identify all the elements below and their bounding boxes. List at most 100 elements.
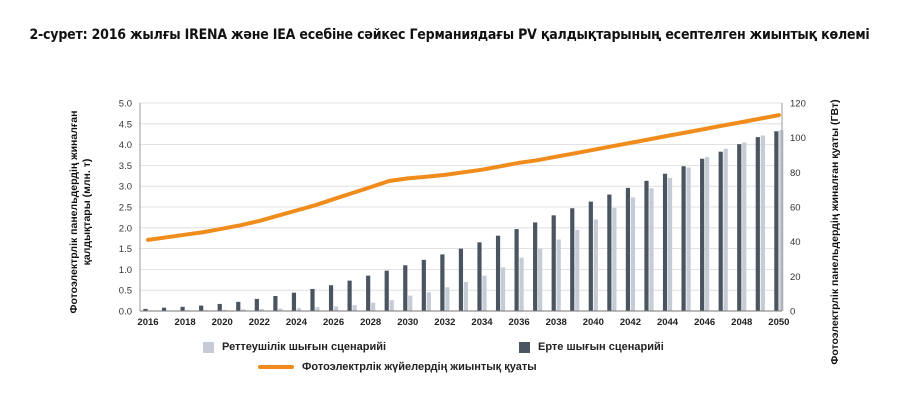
left-tick-label: 0.5 (119, 286, 132, 297)
bar-early (718, 151, 723, 311)
bar-early (551, 215, 556, 311)
bar-early (310, 288, 315, 311)
right-tick-label: 40 (790, 237, 801, 248)
bar-regulatory (389, 300, 394, 311)
left-tick-label: 2.5 (119, 203, 132, 214)
right-tick-label: 80 (790, 168, 801, 179)
bar-early (625, 187, 631, 311)
bar-early (755, 137, 760, 311)
legend-item-capacity: Фотоэлектрлік жүйелердің жиынтық қуаты (258, 361, 537, 373)
bar-early (273, 296, 278, 311)
x-tick-label: 2044 (657, 317, 679, 328)
x-tick-label: 2040 (583, 317, 604, 328)
bar-regulatory (241, 309, 246, 311)
left-tick-label: 1.5 (119, 244, 132, 255)
left-tick-label: 1.0 (119, 265, 132, 276)
legend-item-regulatory: Реттеушілік шығын сценарийі (203, 341, 386, 353)
bar-regulatory (779, 130, 784, 311)
x-tick-label: 2018 (175, 317, 196, 328)
x-tick-label: 2016 (137, 317, 158, 328)
bar-regulatory (222, 309, 227, 311)
right-axis-label: Фотоэлектрлік панельдердің жиналған қуат… (829, 99, 841, 364)
x-tick-label: 2046 (694, 317, 715, 328)
bar-regulatory (538, 248, 543, 311)
bar-early (199, 305, 204, 311)
bar-early (236, 301, 241, 311)
x-tick-label: 2042 (620, 317, 641, 328)
bar-regulatory (333, 306, 339, 311)
left-tick-label: 4.5 (119, 119, 132, 130)
axes: 0.00.51.01.52.02.53.03.54.04.55.00204060… (119, 99, 806, 329)
bar-early (366, 275, 371, 311)
bar-early (514, 229, 519, 311)
x-tick-label: 2050 (768, 317, 789, 328)
bar-early (180, 306, 185, 311)
right-tick-label: 60 (790, 203, 801, 214)
bar-early (328, 285, 334, 311)
bar-early (254, 298, 259, 311)
x-tick-label: 2022 (249, 317, 270, 328)
bar-early (347, 280, 352, 311)
bar-early (458, 248, 464, 311)
chart-title: 2-сурет: 2016 жылғы IRENA және IEA есебі… (29, 27, 870, 43)
right-tick-label: 100 (790, 133, 806, 144)
legend-swatch-capacity (258, 365, 294, 369)
x-tick-label: 2028 (360, 317, 381, 328)
x-tick-label: 2036 (509, 317, 530, 328)
bar-regulatory (760, 135, 765, 311)
left-tick-label: 4.0 (119, 140, 132, 151)
legend-item-early: Ерте шығын сценарийі (519, 341, 664, 353)
bar-early (737, 144, 742, 311)
bar-regulatory (500, 267, 506, 311)
x-tick-label: 2024 (286, 317, 308, 328)
right-tick-label: 20 (790, 272, 801, 283)
bar-regulatory (296, 308, 302, 311)
bar-regulatory (686, 167, 691, 311)
bar-regulatory (371, 302, 376, 311)
x-tick-label: 2038 (546, 317, 567, 328)
bar-regulatory (408, 295, 413, 311)
bar-regulatory (519, 257, 524, 311)
bar-early (570, 208, 575, 311)
left-tick-label: 2.0 (119, 223, 132, 234)
bar-regulatory (612, 207, 617, 311)
bar-regulatory (742, 142, 747, 311)
x-tick-label: 2020 (212, 317, 233, 328)
bar-early (681, 166, 686, 311)
bar-early (662, 173, 668, 311)
left-tick-label: 5.0 (119, 99, 132, 110)
x-tick-label: 2034 (471, 317, 493, 328)
bar-regulatory (556, 239, 561, 311)
legend-swatch-regulatory (203, 341, 214, 353)
left-axis-label-line2: қалдықтары (млн. т) (81, 159, 93, 266)
bar-early (217, 303, 222, 311)
bar-early (495, 235, 501, 311)
x-tick-label: 2032 (434, 317, 455, 328)
bar-regulatory (278, 308, 283, 311)
bar-early (644, 180, 649, 311)
bar-regulatory (445, 287, 450, 311)
right-tick-label: 0 (790, 307, 795, 318)
capacity-series-line (146, 113, 781, 242)
bar-early (533, 222, 538, 311)
bar-regulatory (482, 275, 487, 311)
bar-early (774, 131, 779, 311)
x-tick-label: 2030 (397, 317, 418, 328)
left-tick-label: 0.0 (119, 307, 132, 318)
bar-regulatory (667, 177, 673, 311)
left-tick-label: 3.0 (119, 182, 132, 193)
bar-regulatory (352, 305, 357, 311)
bars (143, 130, 784, 311)
right-tick-label: 120 (790, 99, 806, 110)
bar-regulatory (259, 308, 264, 311)
left-tick-label: 3.5 (119, 161, 132, 172)
bar-regulatory (630, 197, 636, 311)
bar-regulatory (705, 157, 710, 311)
bar-regulatory (426, 292, 431, 311)
capacity-line (146, 113, 781, 242)
bar-regulatory (463, 281, 469, 311)
bar-early (700, 158, 705, 311)
bar-early (607, 194, 612, 311)
bar-early (161, 307, 167, 311)
